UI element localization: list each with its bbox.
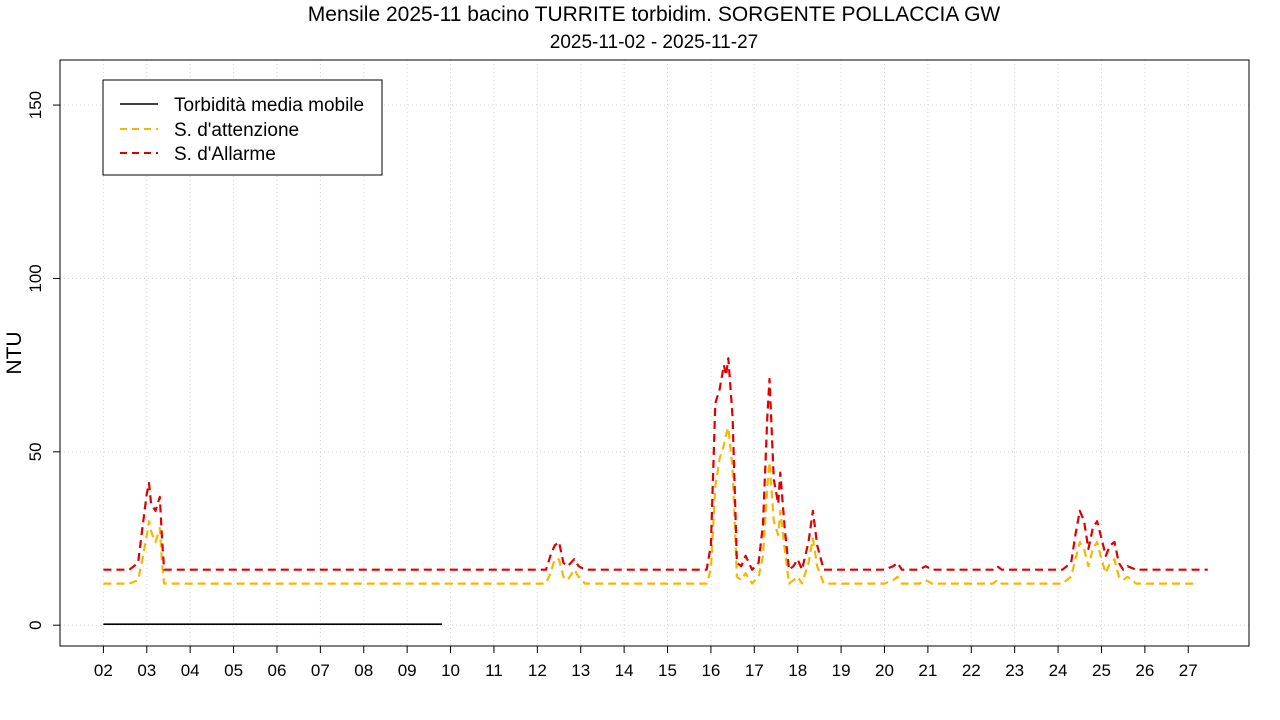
legend-label-allarme: S. d'Allarme bbox=[174, 144, 276, 165]
x-tick-label: 02 bbox=[94, 661, 113, 680]
x-tick-label: 19 bbox=[832, 661, 851, 680]
x-tick-label: 05 bbox=[224, 661, 243, 680]
series-line-attenzione bbox=[103, 426, 1197, 585]
x-tick-label: 21 bbox=[918, 661, 937, 680]
x-tick-label: 03 bbox=[137, 661, 156, 680]
x-tick-label: 04 bbox=[181, 661, 200, 680]
x-tick-label: 23 bbox=[1005, 661, 1024, 680]
x-tick-label: 25 bbox=[1092, 661, 1111, 680]
x-tick-label: 08 bbox=[354, 661, 373, 680]
x-tick-label: 22 bbox=[962, 661, 981, 680]
x-tick-label: 07 bbox=[311, 661, 330, 680]
x-tick-label: 14 bbox=[615, 661, 634, 680]
y-tick-label: 150 bbox=[26, 91, 45, 119]
legend-box bbox=[102, 79, 383, 176]
chart-subtitle: 2025-11-02 - 2025-11-27 bbox=[550, 32, 758, 53]
x-tick-label: 09 bbox=[398, 661, 417, 680]
x-tick-label: 18 bbox=[788, 661, 807, 680]
legend: Torbidità media mobile S. d'attenzione S… bbox=[102, 79, 383, 176]
x-tick-label: 17 bbox=[745, 661, 764, 680]
legend-label-attenzione: S. d'attenzione bbox=[174, 120, 299, 141]
y-tick-label: 50 bbox=[26, 442, 45, 461]
plot-frame bbox=[59, 59, 1250, 647]
x-tick-label: 27 bbox=[1179, 661, 1198, 680]
x-tick-label: 26 bbox=[1135, 661, 1154, 680]
grid bbox=[60, 60, 1249, 646]
y-axis-label: NTU bbox=[3, 331, 26, 374]
x-tick-label: 15 bbox=[658, 661, 677, 680]
x-tick-label: 06 bbox=[268, 661, 287, 680]
x-tick-label: 12 bbox=[528, 661, 547, 680]
series-line-allarme bbox=[103, 357, 1208, 571]
x-tick-label: 13 bbox=[571, 661, 590, 680]
x-tick-label: 11 bbox=[485, 661, 503, 680]
x-tick-label: 20 bbox=[875, 661, 894, 680]
x-tick-label: 16 bbox=[701, 661, 720, 680]
x-tick-label: 24 bbox=[1049, 661, 1068, 680]
y-tick-label: 0 bbox=[26, 620, 45, 629]
x-tick-label: 10 bbox=[441, 661, 460, 680]
series-layer bbox=[103, 357, 1208, 626]
axes: 02 03 04 05 06 07 08 09 10 11 12 13 14 15 16 17 18 19 20 21… bbox=[26, 91, 1198, 680]
chart-title: Mensile 2025-11 bacino TURRITE torbidim.… bbox=[308, 3, 1001, 26]
legend-label-torbidita: Torbidità media mobile bbox=[174, 95, 364, 116]
y-tick-label: 100 bbox=[26, 264, 45, 292]
